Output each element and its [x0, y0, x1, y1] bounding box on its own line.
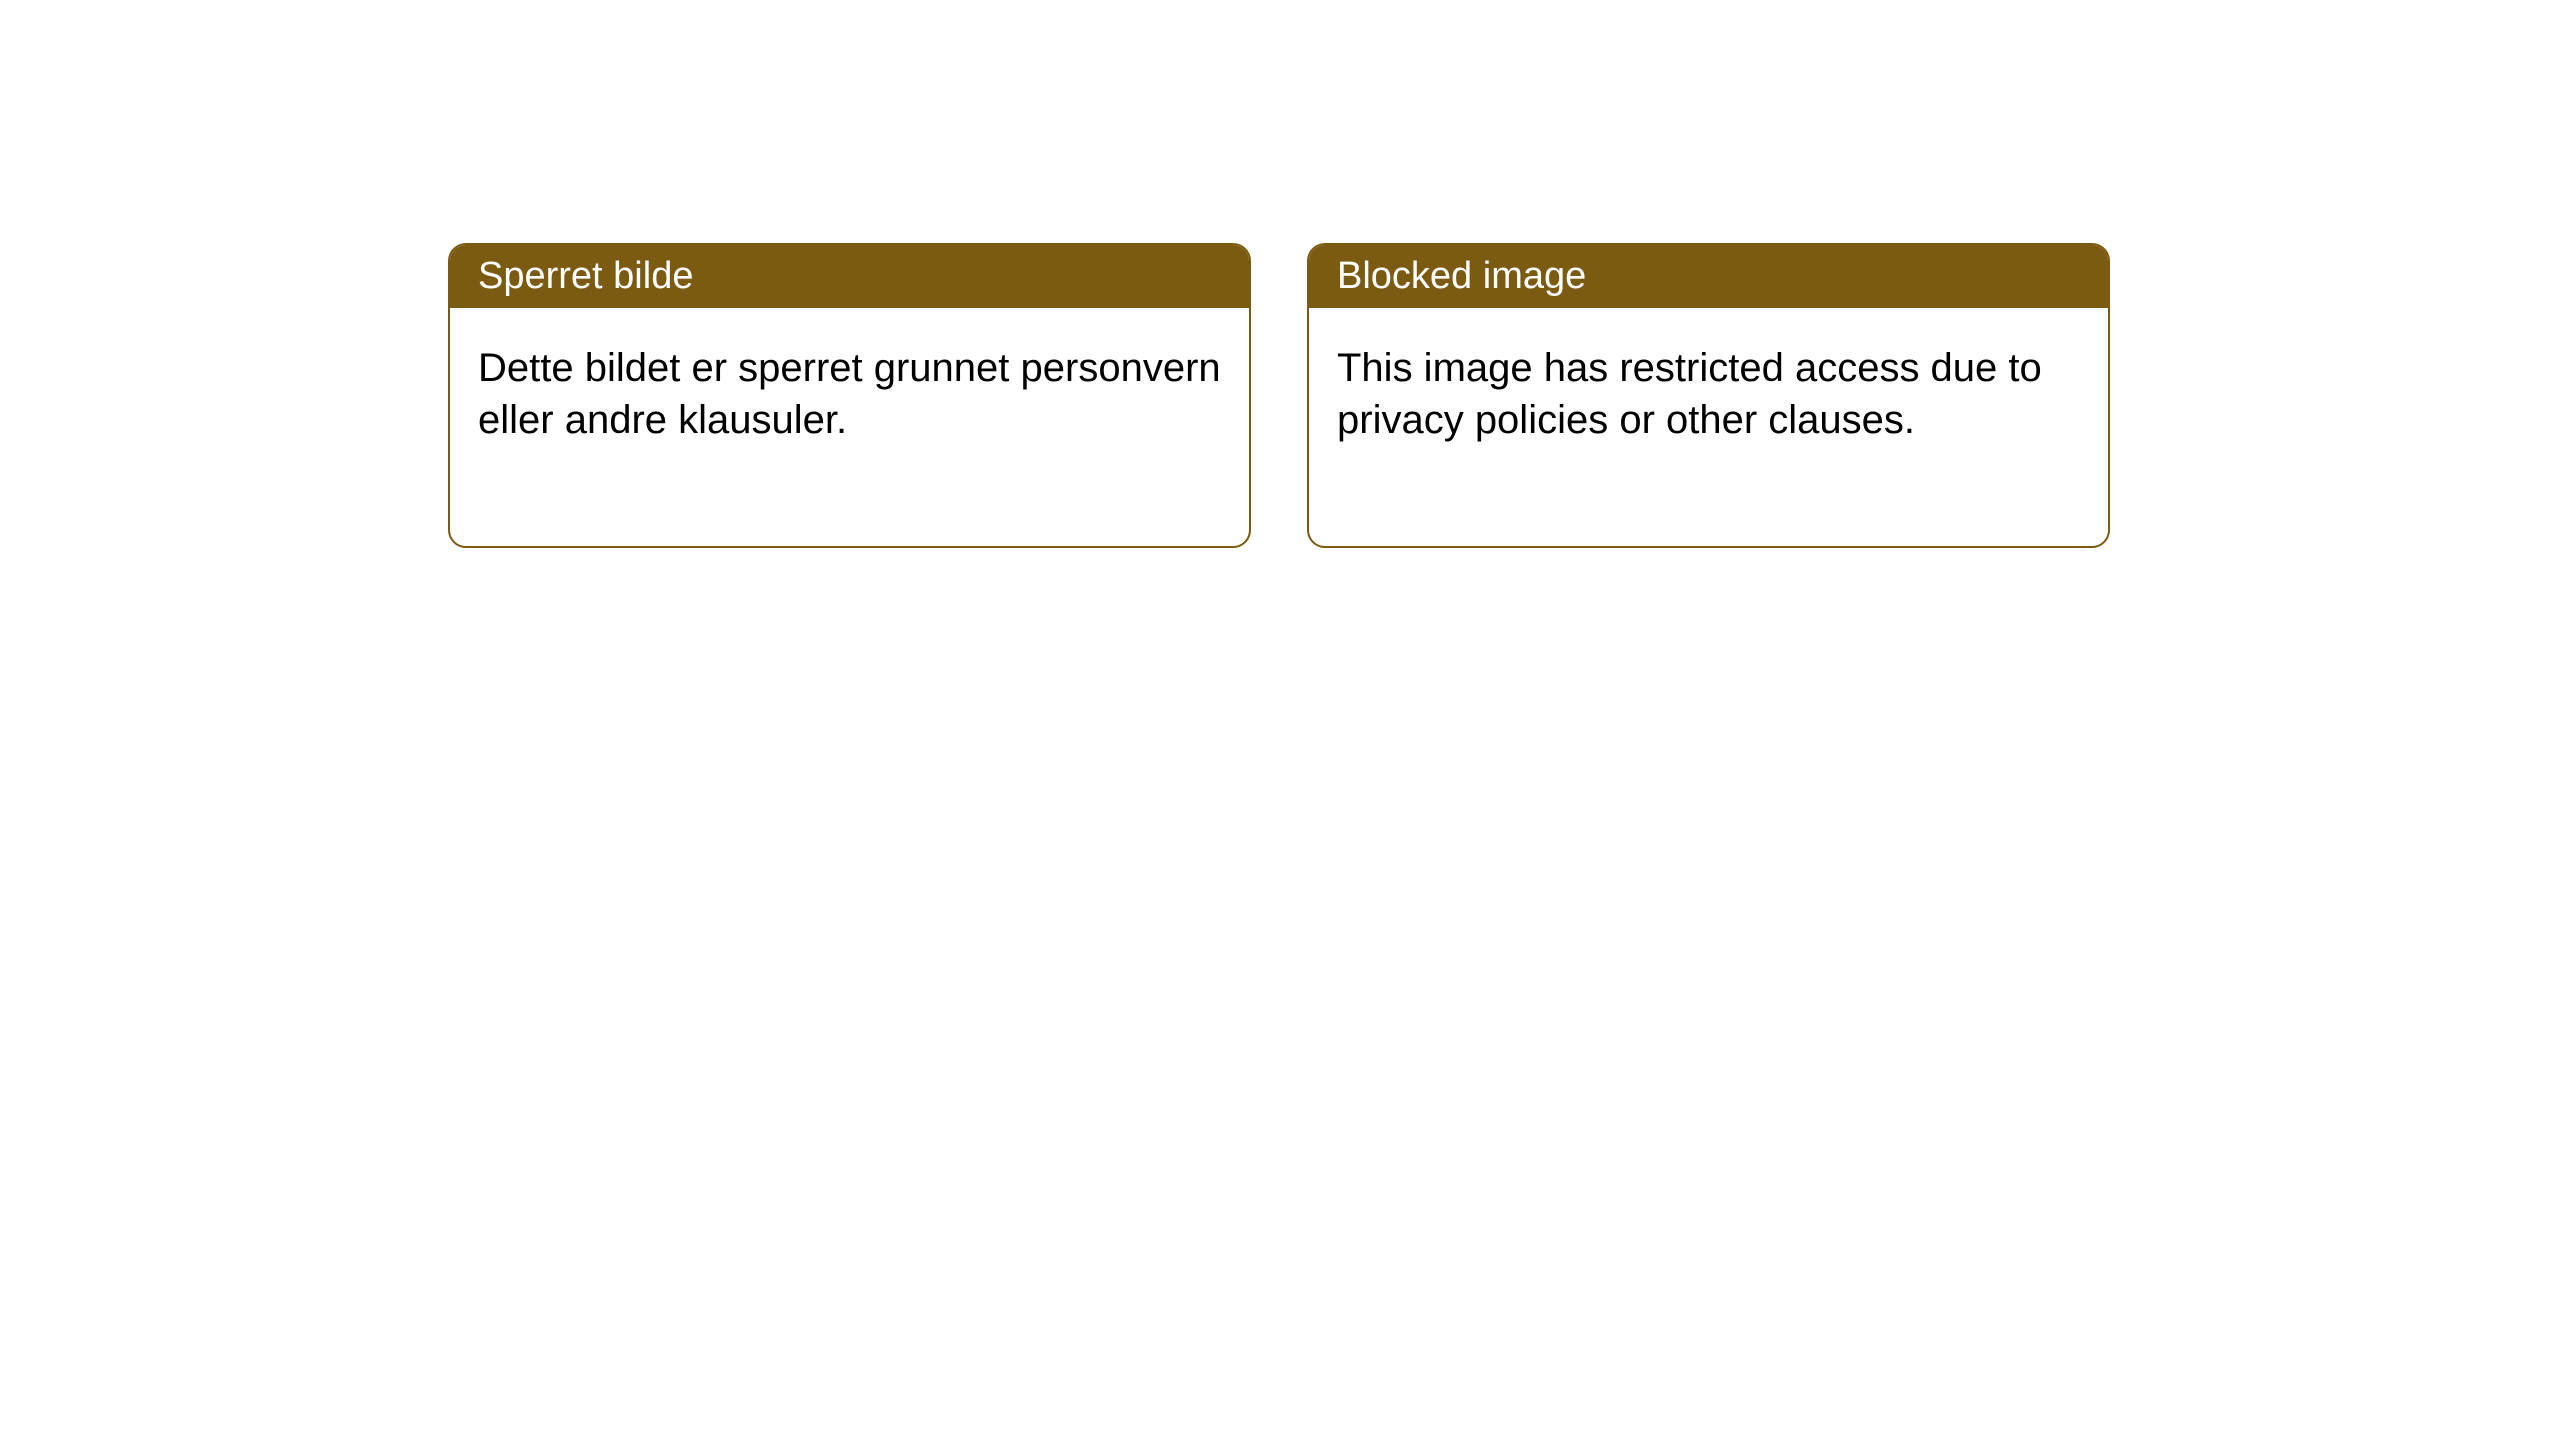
card-body-text: This image has restricted access due to …	[1337, 346, 2042, 442]
notice-container: Sperret bilde Dette bildet er sperret gr…	[0, 0, 2560, 548]
card-body-norwegian: Dette bildet er sperret grunnet personve…	[450, 308, 1249, 546]
card-header-norwegian: Sperret bilde	[450, 245, 1249, 308]
blocked-image-card-english: Blocked image This image has restricted …	[1307, 243, 2110, 548]
card-header-english: Blocked image	[1309, 245, 2108, 308]
blocked-image-card-norwegian: Sperret bilde Dette bildet er sperret gr…	[448, 243, 1251, 548]
card-body-english: This image has restricted access due to …	[1309, 308, 2108, 546]
card-title: Sperret bilde	[478, 255, 693, 297]
card-body-text: Dette bildet er sperret grunnet personve…	[478, 346, 1221, 442]
card-title: Blocked image	[1337, 255, 1586, 297]
